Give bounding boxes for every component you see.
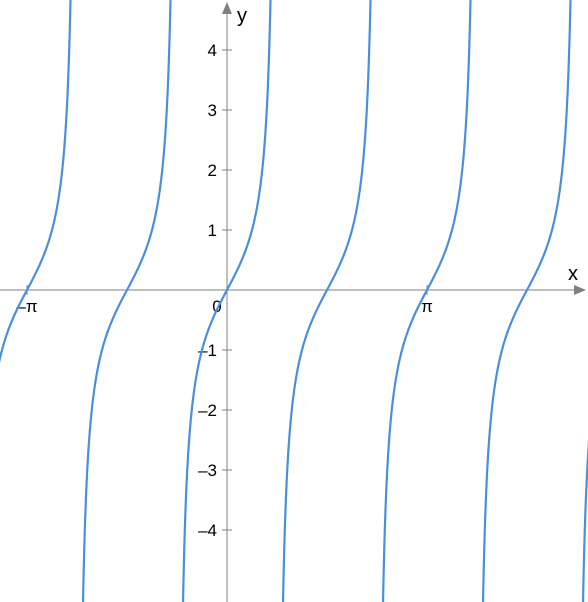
x-axis-label: x — [568, 263, 578, 285]
y-tick-label: –2 — [198, 401, 217, 420]
y-tick-label: 4 — [208, 41, 217, 60]
y-tick-label: 2 — [208, 161, 217, 180]
y-axis-label: y — [237, 5, 247, 27]
y-tick-label: –3 — [198, 461, 217, 480]
chart-svg: xy–π0π4321–1–2–3–4 — [0, 0, 588, 602]
y-tick-label: –4 — [198, 521, 217, 540]
tangent-chart: xy–π0π4321–1–2–3–4 — [0, 0, 588, 602]
y-tick-label: 3 — [208, 101, 217, 120]
x-tick-label: 0 — [212, 297, 221, 316]
y-tick-label: 1 — [208, 221, 217, 240]
